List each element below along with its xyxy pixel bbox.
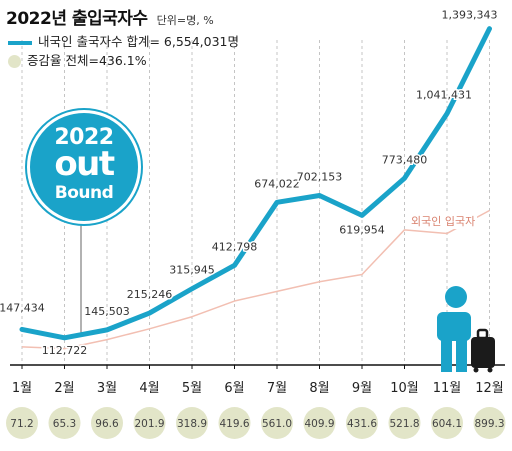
growth-label-7: 561.0 [262, 418, 292, 430]
month-label-3: 3월 [97, 381, 117, 396]
point-label-12: 1,393,343 [442, 9, 498, 22]
legend-outbound: 내국인 출국자수 합계= 6,554,031명 [8, 31, 239, 50]
chart-header: 2022년 출입국자수 단위=명, % [6, 4, 214, 29]
growth-label-3: 96.6 [95, 418, 119, 430]
growth-circle-2 [48, 407, 81, 439]
badge-bound: Bound [54, 183, 114, 203]
point-label-8: 702,153 [297, 171, 343, 184]
chart-title: 2022년 출입국자수 [6, 9, 148, 29]
luggage-icon [471, 328, 495, 373]
growth-label-8: 409.9 [304, 418, 334, 430]
point-label-9: 619,954 [339, 223, 385, 236]
growth-circle-8 [303, 407, 336, 439]
outbound-series-line [19, 26, 492, 341]
badge-out: out [54, 144, 115, 184]
point-label-2: 112,722 [42, 344, 88, 357]
month-label-7: 7월 [267, 381, 287, 396]
outbound-line-swatch [8, 40, 32, 45]
growth-circle-4 [133, 407, 166, 439]
legend-growth-label: 증감율 전체=436.1% [27, 53, 147, 68]
month-label-1: 1월 [12, 381, 32, 396]
growth-label-2: 65.3 [53, 418, 76, 430]
point-label-10: 773,480 [382, 153, 428, 166]
badge-year: 2022 [54, 125, 114, 150]
point-label-3: 145,503 [84, 305, 130, 318]
growth-label-11: 604.1 [432, 418, 462, 430]
traveler-icon [437, 286, 471, 372]
outbound-badge: 2022 out Bound [27, 110, 141, 224]
point-label-1: 147,434 [0, 301, 45, 314]
growth-circle-11 [431, 407, 463, 439]
growth-circle-12 [473, 407, 506, 439]
month-label-11: 11월 [433, 381, 462, 396]
month-label-9: 9월 [352, 381, 372, 396]
growth-circle-swatch [8, 55, 21, 68]
growth-circle-10 [388, 407, 421, 439]
growth-label-6: 419.6 [219, 418, 249, 430]
growth-circle-3 [91, 407, 123, 439]
month-label-12: 12월 [475, 381, 504, 396]
growth-circle-5 [176, 407, 208, 439]
growth-circle-1 [6, 407, 38, 439]
inbound-series-line [21, 209, 490, 350]
month-label-5: 5월 [182, 381, 202, 396]
point-label-11: 1,041,431 [416, 89, 472, 102]
growth-label-4: 201.9 [134, 418, 164, 430]
legend-growth: 증감율 전체=436.1% [8, 50, 147, 69]
growth-label-10: 521.8 [389, 418, 419, 430]
growth-label-9: 431.6 [347, 418, 377, 430]
inbound-series-label: 외국인 입국자 [409, 213, 478, 229]
growth-circle-7 [261, 407, 293, 439]
month-label-4: 4월 [139, 381, 159, 396]
legend-outbound-label: 내국인 출국자수 합계= 6,554,031명 [38, 34, 240, 49]
point-label-4: 215,246 [127, 288, 173, 301]
point-label-5: 315,945 [169, 264, 215, 277]
growth-label-5: 318.9 [177, 418, 207, 430]
month-label-6: 6월 [224, 381, 244, 396]
point-label-7: 674,022 [254, 177, 300, 190]
unit-label: 단위=명, % [156, 14, 214, 27]
month-label-8: 8월 [309, 381, 329, 396]
growth-label-12: 899.3 [474, 418, 504, 430]
growth-label-1: 71.2 [10, 418, 33, 430]
growth-circle-9 [346, 407, 378, 439]
point-label-6: 412,798 [212, 240, 258, 253]
month-label-2: 2월 [54, 381, 74, 396]
growth-circle-6 [218, 407, 251, 439]
month-label-10: 10월 [390, 381, 419, 396]
